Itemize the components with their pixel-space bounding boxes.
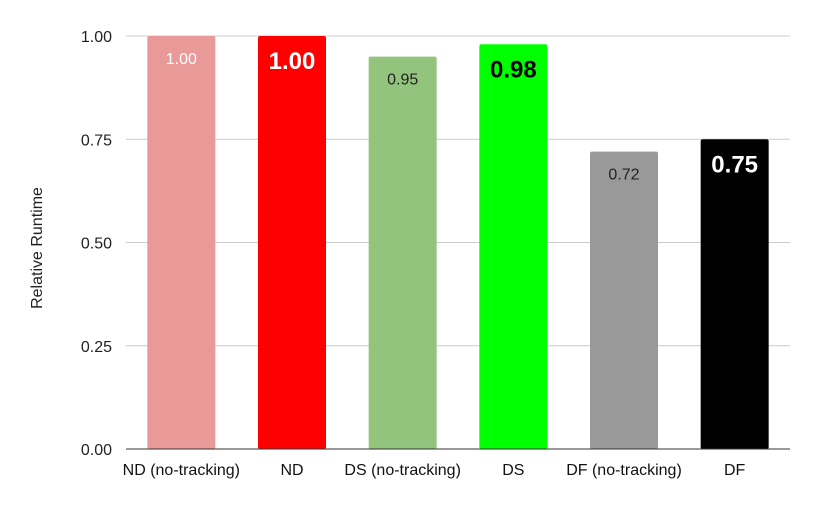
bars [147, 36, 769, 450]
x-tick-label: DS [502, 462, 524, 479]
x-tick-label: DS (no-tracking) [344, 462, 460, 479]
y-axis-label: Relative Runtime [29, 187, 46, 309]
y-axis-ticks: 0.00 0.25 0.50 0.75 1.00 [81, 29, 112, 459]
y-tick-label: 1.00 [81, 29, 112, 46]
bar [258, 36, 326, 449]
data-label: 1.00 [166, 51, 197, 68]
x-tick-label: ND [280, 462, 303, 479]
x-tick-label: DF [724, 462, 746, 479]
data-label: 0.95 [387, 72, 418, 89]
gridlines [126, 35, 790, 347]
y-tick-label: 0.50 [81, 236, 112, 253]
y-tick-label: 0.75 [81, 132, 112, 149]
y-tick-label: 0.00 [81, 442, 112, 459]
bar [590, 151, 658, 449]
bar [147, 36, 216, 449]
bar [479, 44, 548, 449]
data-label: 1.00 [269, 48, 316, 75]
bar [368, 56, 437, 450]
x-tick-label: DF (no-tracking) [566, 462, 682, 479]
y-tick-label: 0.25 [81, 339, 112, 356]
data-label: 0.75 [711, 151, 758, 178]
x-tick-label: ND (no-tracking) [123, 462, 240, 479]
data-labels: 1.00 1.00 0.95 0.98 0.72 0.75 [166, 48, 758, 184]
x-axis-ticks: ND (no-tracking) ND DS (no-tracking) DS DF (… [123, 462, 746, 479]
bar [700, 139, 769, 449]
data-label: 0.98 [490, 56, 537, 83]
data-label: 0.72 [608, 167, 639, 184]
